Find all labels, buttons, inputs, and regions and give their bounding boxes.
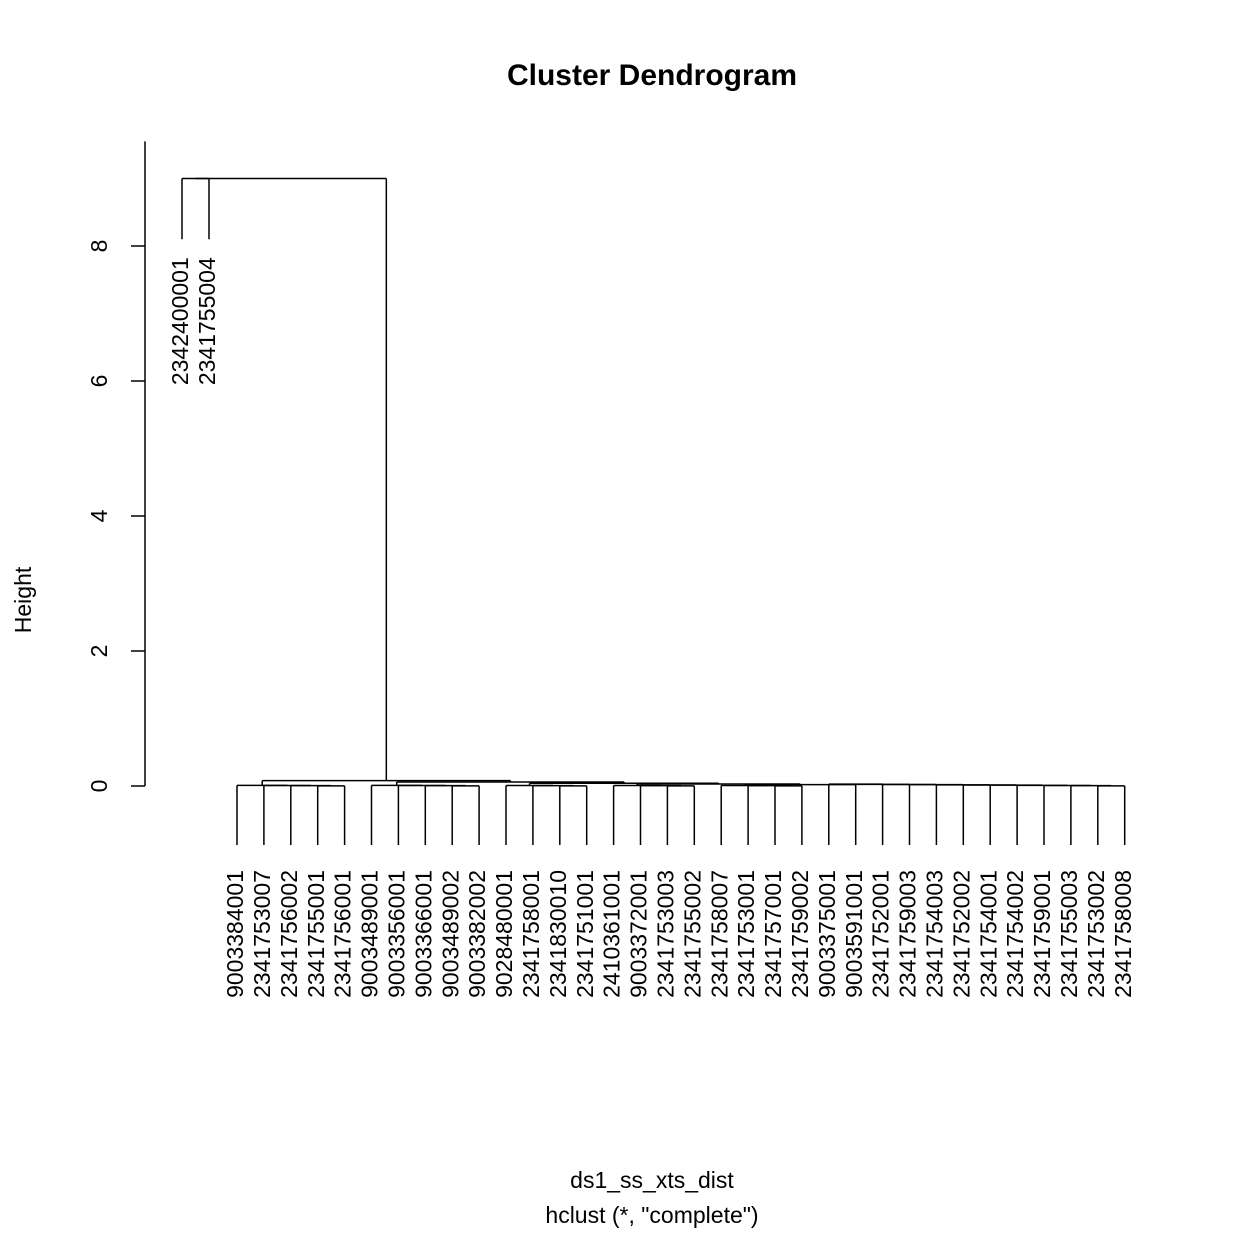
leaf-label-23: 2341759002: [787, 870, 813, 998]
leaf-label-25: 9003591001: [841, 870, 867, 998]
y-tick-label-2: 2: [86, 645, 112, 658]
leaf-label-10: 9003489002: [437, 870, 463, 998]
y-tick-label-6: 6: [86, 375, 112, 388]
y-axis-label: Height: [10, 566, 36, 633]
leaf-label-20: 2341758007: [706, 870, 732, 998]
x-axis-label: ds1_ss_xts_dist: [570, 1167, 734, 1193]
leaf-label-12: 9028480001: [491, 870, 517, 998]
leaf-label-30: 2341754001: [975, 870, 1001, 998]
leaf-label-17: 9003372001: [626, 870, 652, 998]
leaf-label-15: 2341751001: [572, 870, 598, 998]
leaf-label-29: 2341752002: [948, 870, 974, 998]
leaf-label-1: 2341755004: [194, 257, 220, 385]
leaf-label-3: 2341753007: [249, 870, 275, 998]
dendrogram-tree: [181, 177, 1126, 845]
leaf-label-21: 2341753001: [733, 870, 759, 998]
leaf-label-2: 9003384001: [222, 870, 248, 998]
leaf-label-24: 9003375001: [814, 870, 840, 998]
leaf-label-33: 2341755003: [1056, 870, 1082, 998]
leaf-label-31: 2341754002: [1002, 870, 1028, 998]
leaf-label-19: 2341755002: [679, 870, 705, 998]
leaf-label-32: 2341759001: [1029, 870, 1055, 998]
leaf-label-22: 2341757001: [760, 870, 786, 998]
leaf-label-9: 9003366001: [410, 870, 436, 998]
leaf-label-0: 2342400001: [167, 257, 193, 385]
y-axis: 0 2 4 6 8: [86, 141, 146, 793]
y-tick-label-4: 4: [86, 509, 112, 522]
leaf-label-6: 2341756001: [330, 870, 356, 998]
leaf-labels: 2342400001 2341755004 9003384001 2341753007…: [167, 257, 1136, 998]
leaf-label-7: 9003489001: [357, 870, 383, 998]
leaf-label-18: 2341753003: [652, 870, 678, 998]
method-sublabel: hclust (*, "complete"): [545, 1202, 758, 1228]
leaf-label-26: 2341752001: [868, 870, 894, 998]
y-tick-label-0: 0: [86, 780, 112, 793]
leaf-label-28: 2341754003: [921, 870, 947, 998]
y-tick-label-8: 8: [86, 240, 112, 253]
leaf-label-16: 2410361001: [599, 870, 625, 998]
chart-title: Cluster Dendrogram: [507, 59, 797, 92]
leaf-label-27: 2341759003: [895, 870, 921, 998]
leaf-label-14: 2341830010: [545, 870, 571, 998]
leaf-label-5: 2341755001: [303, 870, 329, 998]
leaf-label-35: 2341758008: [1110, 870, 1136, 998]
leaf-label-8: 9003356001: [383, 870, 409, 998]
leaf-label-4: 2341756002: [276, 870, 302, 998]
leaf-label-11: 9003382002: [464, 870, 490, 998]
leaf-label-13: 2341758001: [518, 870, 544, 998]
leaf-label-34: 2341753002: [1083, 870, 1109, 998]
